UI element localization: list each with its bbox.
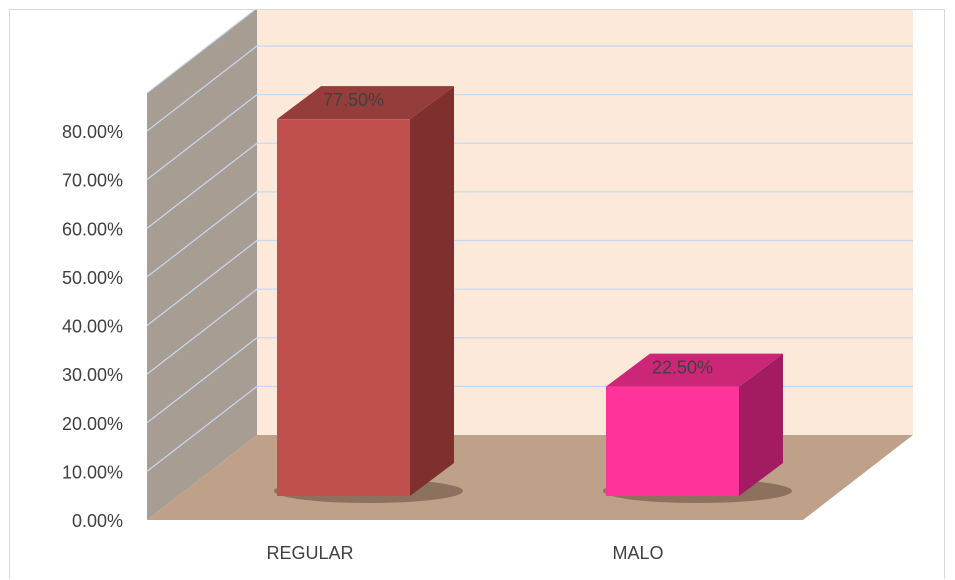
bar — [277, 119, 410, 496]
bar — [606, 386, 739, 496]
bar-top — [606, 353, 783, 387]
y-tick-label: 40.00% — [62, 317, 123, 337]
x-axis-category-labels: REGULAR MALO — [266, 543, 663, 563]
gridline — [146, 10, 256, 94]
data-labels: 77.50% 22.50% — [323, 90, 713, 377]
bar-side — [410, 86, 454, 496]
bar-side — [739, 353, 783, 496]
y-tick-label: 20.00% — [62, 414, 123, 434]
chart-walls — [147, 10, 913, 520]
data-label: 22.50% — [652, 358, 713, 378]
y-tick-label: 60.00% — [62, 219, 123, 239]
gridline — [146, 142, 913, 229]
chart-bars — [274, 86, 792, 503]
chart-plot: 0.00% 10.00% 20.00% 30.00% 40.00% 50.00% 60.00… — [62, 10, 913, 563]
chart-frame: 0.00% 10.00% 20.00% 30.00% 40.00% 50.00% 60.00… — [9, 9, 945, 579]
gridline — [146, 288, 913, 375]
data-label: 77.50% — [323, 90, 384, 110]
gridline — [146, 337, 913, 424]
gridline — [146, 45, 913, 132]
x-category-label: REGULAR — [266, 543, 353, 563]
y-tick-label: 80.00% — [62, 122, 123, 142]
gridline — [146, 191, 913, 278]
y-tick-label: 50.00% — [62, 268, 123, 288]
gridline — [146, 94, 913, 181]
y-tick-label: 30.00% — [62, 365, 123, 385]
y-tick-label: 10.00% — [62, 462, 123, 482]
y-axis-tick-labels: 0.00% 10.00% 20.00% 30.00% 40.00% 50.00% 60.00… — [62, 122, 123, 531]
y-tick-label: 0.00% — [72, 511, 123, 531]
side-wall — [147, 10, 257, 520]
y-tick-label: 70.00% — [62, 171, 123, 191]
chart-gridlines — [146, 10, 913, 472]
bar-top — [277, 86, 454, 120]
x-category-label: MALO — [612, 543, 663, 563]
floor — [147, 435, 913, 520]
gridline — [146, 239, 913, 326]
